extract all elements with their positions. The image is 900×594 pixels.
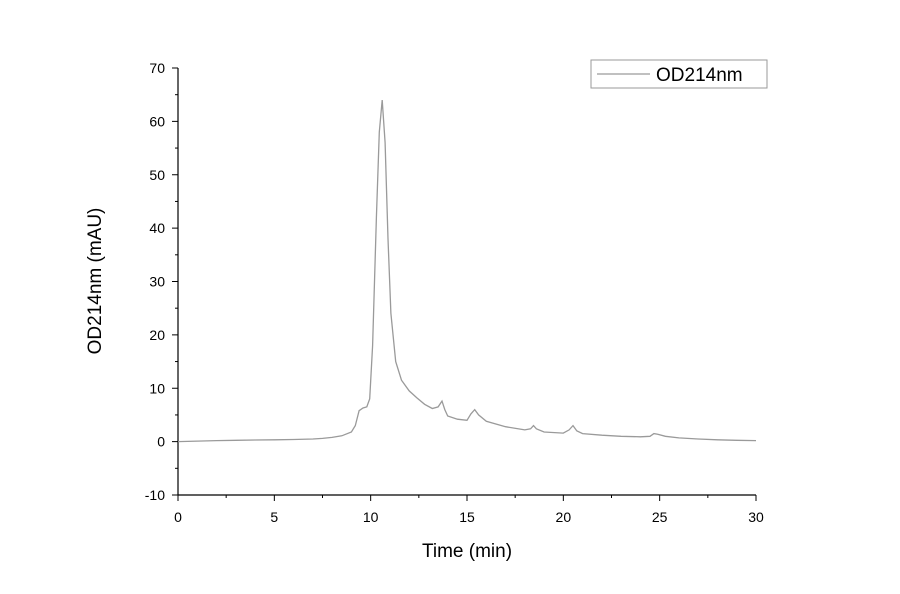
y-tick-label: 40 <box>149 220 165 236</box>
x-tick-label: 30 <box>748 509 764 525</box>
y-tick-label: 20 <box>149 327 165 343</box>
series-line-od214nm <box>177 99 757 443</box>
axes <box>177 68 756 496</box>
x-tick-label: 15 <box>459 509 475 525</box>
y-tick-label: 50 <box>149 167 165 183</box>
x-axis-title: Time (min) <box>422 541 512 562</box>
x-tick-label: 10 <box>363 509 379 525</box>
y-axis-title: OD214nm (mAU) <box>85 208 106 355</box>
x-tick-label: 0 <box>174 509 182 525</box>
y-tick-label: 0 <box>157 434 165 450</box>
x-tick-label: 25 <box>652 509 668 525</box>
x-tick-label: 5 <box>270 509 278 525</box>
y-tick-label: 60 <box>149 113 165 129</box>
y-tick-label: 30 <box>149 274 165 290</box>
y-tick-label: 70 <box>149 60 165 76</box>
y-tick-label: 10 <box>149 380 165 396</box>
x-ticks: 0 5 10 15 20 25 30 <box>174 495 764 525</box>
legend: OD214nm <box>590 59 768 89</box>
y-ticks: -10 0 10 20 30 40 50 60 70 <box>145 60 178 503</box>
x-tick-label: 20 <box>556 509 572 525</box>
legend-label-od214nm: OD214nm <box>656 65 743 86</box>
y-tick-label: -10 <box>145 487 165 503</box>
